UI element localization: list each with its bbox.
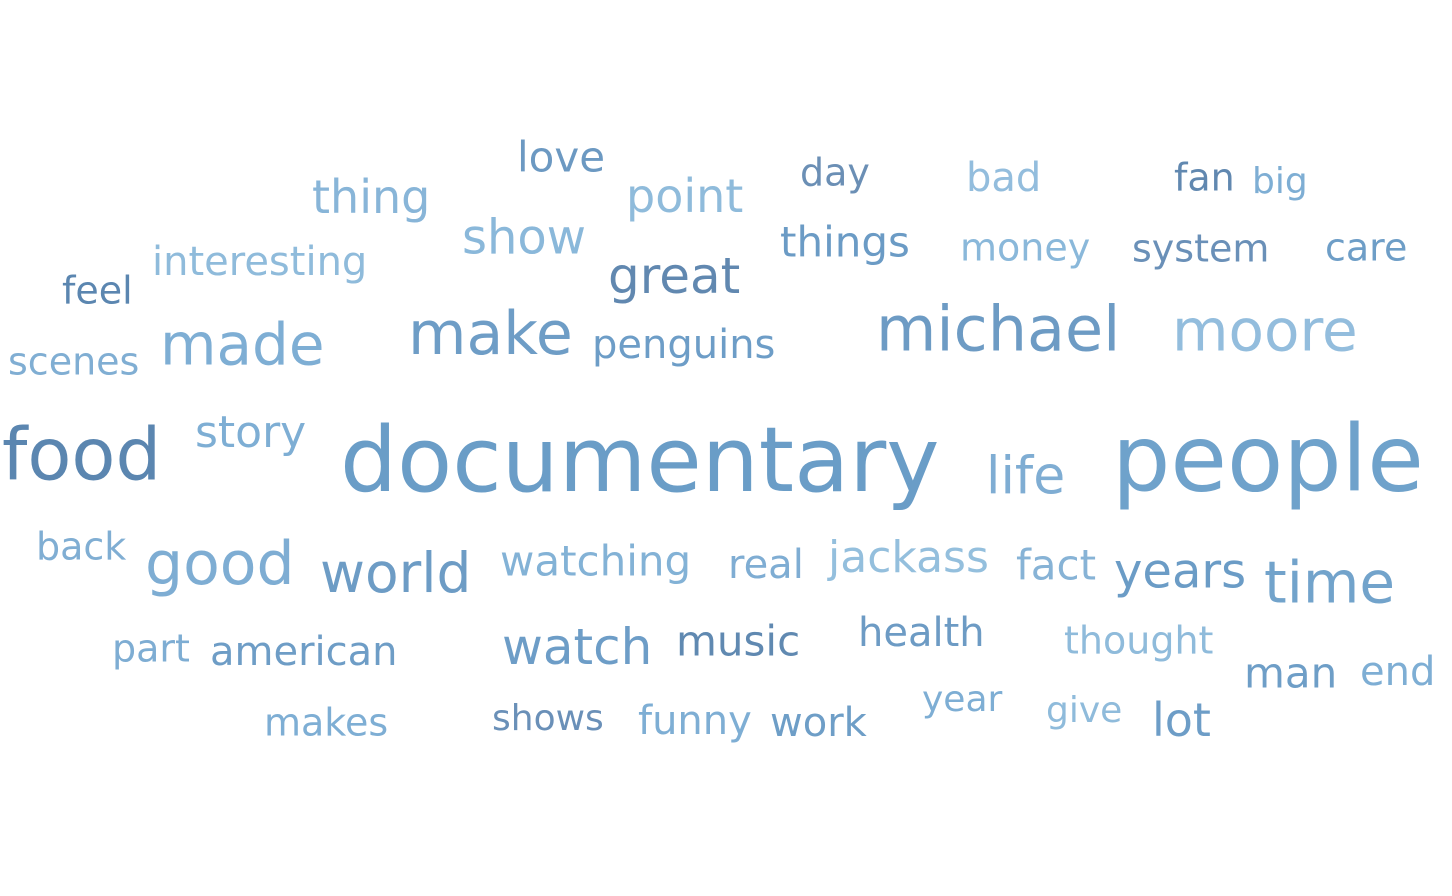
word-feel: feel [62, 268, 133, 313]
word-point: point [626, 169, 744, 224]
word-fan: fan [1174, 155, 1235, 200]
word-lot: lot [1152, 693, 1211, 748]
word-system: system [1132, 226, 1270, 271]
word-time: time [1264, 548, 1396, 617]
word-end: end [1360, 649, 1436, 695]
word-year: year [922, 679, 1003, 721]
word-things: things [780, 217, 910, 267]
word-people: people [1112, 405, 1424, 513]
word-story: story [195, 406, 307, 458]
word-part: part [112, 626, 190, 671]
word-man: man [1244, 648, 1338, 698]
word-jackass: jackass [828, 531, 989, 583]
word-american: american [210, 629, 398, 675]
word-penguins: penguins [592, 322, 776, 368]
word-makes: makes [264, 700, 389, 745]
word-funny: funny [638, 698, 752, 744]
word-day: day [800, 150, 870, 195]
word-money: money [960, 225, 1091, 270]
word-give: give [1046, 690, 1123, 732]
word-scenes: scenes [8, 339, 140, 384]
word-thing: thing [312, 170, 431, 225]
word-care: care [1325, 225, 1408, 270]
word-fact: fact [1016, 540, 1097, 590]
word-great: great [608, 247, 741, 305]
word-moore: moore [1172, 296, 1358, 365]
word-watch: watch [502, 618, 653, 676]
word-good: good [145, 529, 295, 599]
word-made: made [160, 310, 325, 379]
word-life: life [986, 446, 1066, 507]
word-health: health [858, 610, 985, 656]
word-world: world [320, 541, 472, 605]
word-shows: shows [492, 698, 604, 740]
word-show: show [462, 209, 587, 266]
word-real: real [728, 542, 804, 588]
word-documentary: documentary [340, 408, 940, 513]
word-thought: thought [1064, 618, 1214, 663]
word-michael: michael [876, 292, 1121, 366]
word-big: big [1252, 161, 1308, 203]
word-bad: bad [966, 155, 1042, 201]
word-back: back [36, 524, 127, 569]
word-interesting: interesting [152, 239, 368, 285]
word-make: make [408, 299, 573, 369]
word-years: years [1114, 543, 1247, 600]
word-love: love [517, 132, 606, 182]
word-work: work [770, 700, 867, 746]
word-music: music [676, 616, 801, 666]
word-food: food [2, 412, 162, 497]
word-watching: watching [500, 536, 692, 586]
